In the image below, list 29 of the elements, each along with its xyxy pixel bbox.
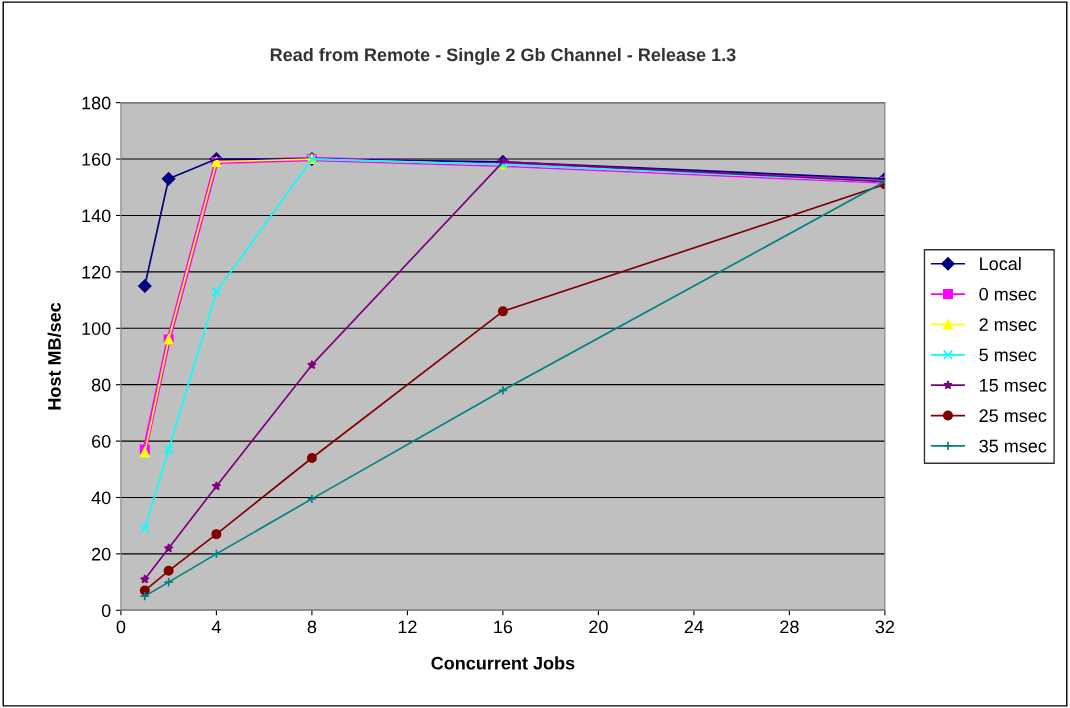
x-tick-label: 0 [116,620,126,634]
legend-label: 25 msec [979,409,1047,423]
x-tick-label: 12 [398,620,417,634]
y-axis-title: Host MB/sec [47,302,62,410]
x-axis-title: Concurrent Jobs [431,656,575,670]
legend-label: 0 msec [979,287,1037,301]
x-tick-label: 20 [589,620,608,634]
y-tick-label: 20 [92,547,111,561]
legend-label: 15 msec [980,379,1047,392]
y-tick-label: 80 [91,378,111,392]
y-tick-label: 160 [82,153,111,166]
x-tick-label: 8 [307,620,317,634]
legend-label: 5 msec [979,348,1037,362]
y-tick-label: 0 [101,604,111,618]
legend-label: Local [980,256,1021,271]
chart-title: Read from Remote - Single 2 Gb Channel - Release 1.3 [270,47,736,65]
legend-label: 2 msec [979,318,1037,331]
y-tick-label: 60 [92,435,111,448]
y-tick-label: 140 [82,209,111,223]
x-tick-label: 24 [684,620,704,634]
y-tick-label: 40 [91,491,111,505]
x-tick-label: 32 [875,620,895,634]
y-tick-label: 120 [82,265,111,279]
y-tick-label: 100 [82,322,111,335]
y-tick-label: 180 [82,96,111,110]
legend-label: 35 msec [979,439,1047,453]
x-tick-label: 4 [211,620,221,634]
x-tick-label: 16 [494,620,513,634]
x-tick-label: 28 [780,620,799,634]
